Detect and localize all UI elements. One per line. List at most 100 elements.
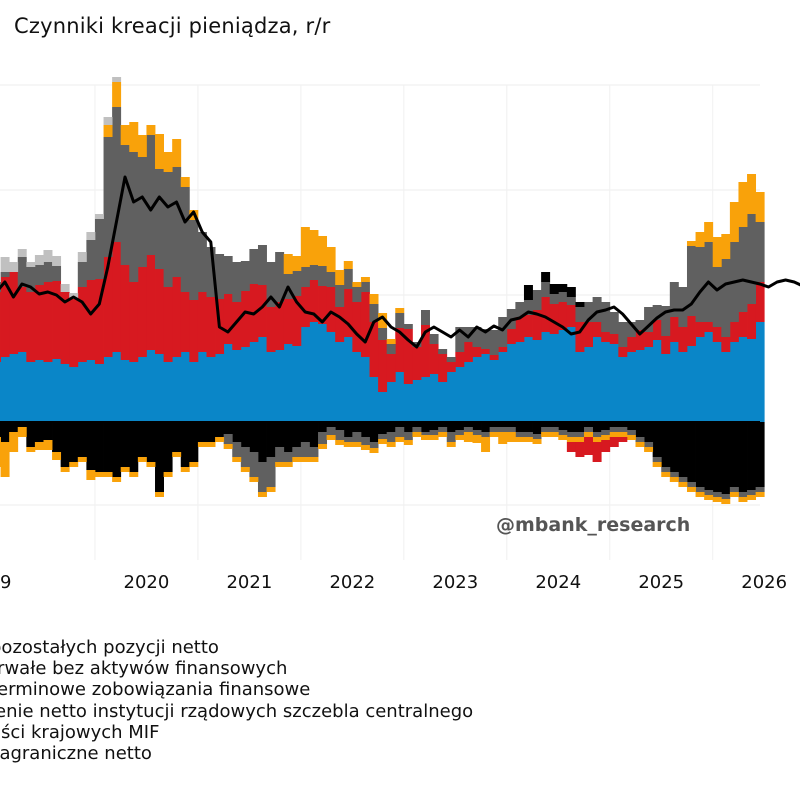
bar-segment <box>695 487 705 492</box>
bar-segment <box>17 422 27 427</box>
bar-segment <box>34 442 44 450</box>
bar-segment <box>566 437 576 442</box>
bar-segment <box>163 172 173 287</box>
bar-segment <box>369 322 379 377</box>
bar-segment <box>318 432 328 444</box>
bar-segment <box>112 477 122 482</box>
bar-segment <box>77 262 87 287</box>
bar-segment <box>446 357 456 362</box>
bar-segment <box>343 337 353 422</box>
bar-segment <box>446 422 456 432</box>
legend-item: zagraniczne netto <box>0 743 152 765</box>
bar-segment <box>523 315 533 337</box>
bar-segment <box>704 422 714 490</box>
bar-segment <box>0 357 10 422</box>
bar-segment <box>704 322 714 332</box>
bar-segment <box>0 272 10 277</box>
bar-segment <box>103 257 113 357</box>
bar-segment <box>352 282 362 287</box>
bar-segment <box>549 427 559 432</box>
bar-segment <box>197 292 207 352</box>
bar-segment <box>34 422 44 442</box>
bar-segment <box>523 437 533 442</box>
bar-segment <box>738 492 748 497</box>
bar-segment <box>618 437 628 442</box>
bar-segment <box>155 269 164 354</box>
bar-segment <box>52 452 62 460</box>
bar-segment <box>360 282 370 292</box>
bar-segment <box>26 292 36 362</box>
bar-segment <box>618 432 628 437</box>
bar-segment <box>498 317 508 347</box>
bar-segment <box>137 157 147 267</box>
bar-segment <box>575 442 585 457</box>
bar-segment <box>60 467 70 472</box>
bar-segment <box>601 430 611 435</box>
bar-segment <box>326 332 336 422</box>
bar-segment <box>386 422 396 432</box>
bar-segment <box>120 125 130 145</box>
bar-segment <box>618 347 628 357</box>
bar-segment <box>403 329 413 384</box>
bar-segment <box>729 202 739 242</box>
bar-segment <box>257 337 267 422</box>
bar-segment <box>652 320 662 340</box>
bar-segment <box>412 427 422 432</box>
bar-segment <box>455 327 465 352</box>
bar-segment <box>729 492 739 497</box>
bar-segment <box>335 270 345 285</box>
bar-segment <box>352 442 362 447</box>
bar-segment <box>686 422 696 482</box>
bar-segment <box>489 330 499 355</box>
bar-segment <box>146 255 156 350</box>
legend-item: trwałe bez aktywów finansowych <box>0 658 288 680</box>
bar-segment <box>455 367 465 422</box>
bar-segment <box>669 342 679 422</box>
bar-segment <box>343 442 353 447</box>
bar-segment <box>481 329 491 349</box>
bar-segment <box>395 313 405 328</box>
bar-segment <box>369 294 379 304</box>
bar-segment <box>481 354 491 422</box>
bar-segment <box>421 325 430 377</box>
bar-segment <box>532 290 542 310</box>
bar-segment <box>609 427 619 432</box>
bar-segment <box>618 427 628 432</box>
bar-segment <box>446 432 456 442</box>
bar-segment <box>455 430 465 435</box>
bar-segment <box>712 497 722 502</box>
bar-segment <box>481 422 491 432</box>
bar-segment <box>489 355 499 360</box>
bar-segment <box>686 482 696 487</box>
bar-segment <box>575 307 585 322</box>
bar-segment <box>747 174 757 214</box>
bar-segment <box>0 442 10 477</box>
bar-segment <box>335 342 345 422</box>
bar-segment <box>292 422 302 447</box>
bar-segment <box>669 317 679 342</box>
bar-segment <box>626 352 636 422</box>
bar-segment <box>584 422 593 427</box>
bar-segment <box>266 262 276 307</box>
bar-segment <box>635 422 645 437</box>
bar-segment <box>103 117 113 125</box>
bar-segment <box>335 422 345 430</box>
bar-segment <box>60 284 70 292</box>
bar-segment <box>103 422 113 472</box>
bar-segment <box>609 422 619 427</box>
bar-segment <box>326 272 336 287</box>
bar-segment <box>86 232 96 240</box>
bar-segment <box>155 169 164 269</box>
bar-segment <box>421 435 430 440</box>
bar-segment <box>626 322 636 337</box>
bar-segment <box>129 472 139 477</box>
bar-segment <box>215 437 225 442</box>
bar-segment <box>386 339 396 344</box>
bar-segment <box>300 442 310 457</box>
bar-segment <box>120 145 130 265</box>
bar-segment <box>429 334 439 344</box>
bar-segment <box>275 447 285 462</box>
bar-segment <box>669 472 679 477</box>
bar-segment <box>421 377 430 422</box>
bar-segment <box>137 457 147 462</box>
